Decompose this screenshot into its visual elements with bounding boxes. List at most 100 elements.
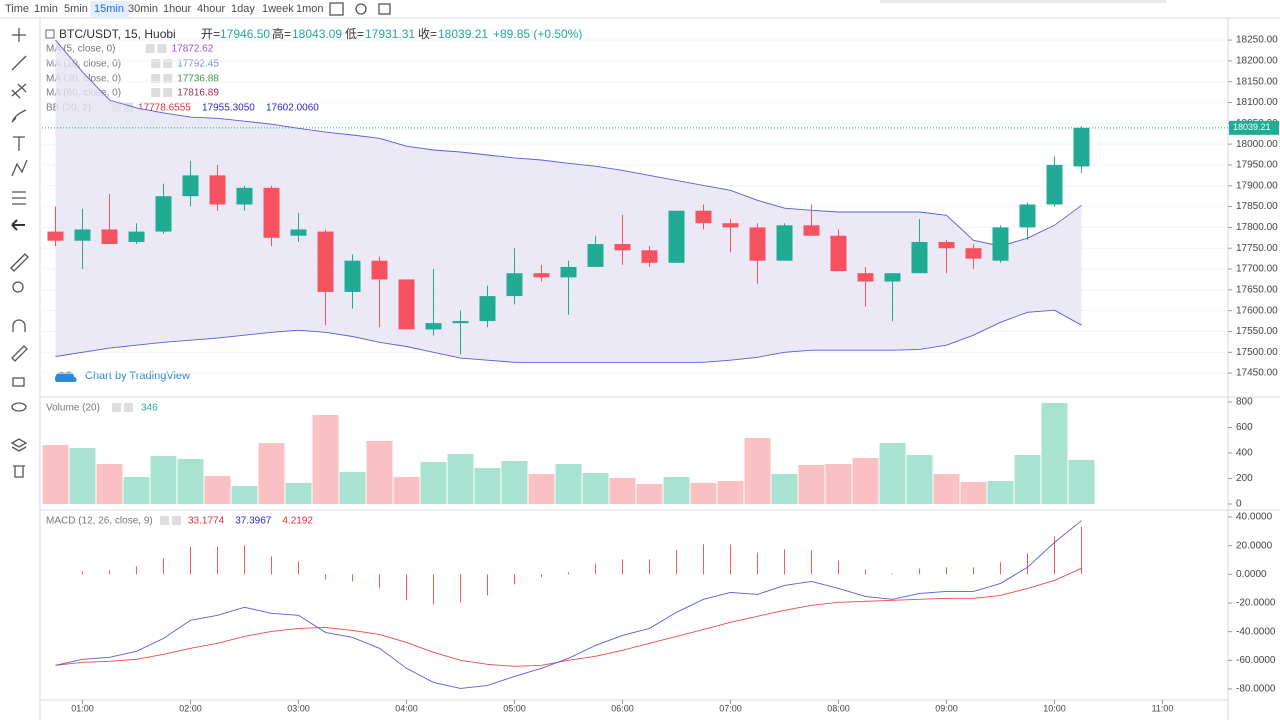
- x-tick-label: 05:00: [503, 703, 526, 713]
- y-tick-label: 18100.00: [1236, 97, 1278, 108]
- volume-bar: [258, 443, 285, 505]
- y-tick-label: 17950.00: [1236, 160, 1278, 171]
- lock-tool[interactable]: [12, 377, 25, 387]
- interval-button[interactable]: 1min: [34, 3, 58, 15]
- y-tick-label: 17600.00: [1236, 305, 1278, 316]
- indicator-close[interactable]: [163, 59, 173, 68]
- candle-body: [209, 175, 226, 205]
- collapse-icon[interactable]: [45, 29, 55, 39]
- indicator-close[interactable]: [157, 44, 167, 53]
- x-tick-label: 02:00: [179, 703, 202, 713]
- candle-body: [587, 244, 604, 267]
- ruler-tool[interactable]: [10, 253, 29, 272]
- text-tool[interactable]: [13, 136, 25, 151]
- last-price-label: 18039.21: [1233, 122, 1271, 132]
- active-interval: [90, 1, 130, 17]
- y-tick-label: 40.0000: [1236, 512, 1273, 523]
- indicator-value: 17872.62: [172, 44, 214, 55]
- interval-button[interactable]: 4hour: [197, 3, 225, 15]
- y-tick-label: -60.0000: [1236, 655, 1276, 666]
- interval-button[interactable]: 30min: [128, 3, 158, 15]
- x-tick-label: 01:00: [71, 703, 94, 713]
- volume-bar: [420, 462, 447, 505]
- candle-body: [776, 225, 793, 261]
- x-tick-label: 09:00: [935, 703, 958, 713]
- pattern-tool[interactable]: [11, 159, 28, 177]
- interval-button[interactable]: 1week: [262, 3, 294, 15]
- interval-button[interactable]: 5min: [64, 3, 88, 15]
- volume-bar: [744, 437, 771, 505]
- volume-bar: [501, 461, 528, 505]
- pane-close: [124, 403, 133, 412]
- indicator-name: MA (5, close, 0): [46, 44, 115, 55]
- zoom-tool[interactable]: [12, 281, 24, 293]
- interval-button[interactable]: 15min: [94, 3, 124, 15]
- candle-body: [182, 175, 199, 197]
- compare-icon[interactable]: [329, 2, 344, 16]
- delete-tool[interactable]: [13, 465, 25, 478]
- volume-value: 346: [141, 403, 158, 414]
- forecast-tool[interactable]: [12, 191, 26, 205]
- candle-body: [344, 260, 361, 292]
- brush-tool[interactable]: [11, 109, 27, 123]
- y-tick-label: 18250.00: [1236, 35, 1278, 46]
- volume-bar: [690, 482, 717, 505]
- volume-bar: [879, 443, 906, 505]
- interval-button[interactable]: 1hour: [163, 3, 191, 15]
- volume-bar: [69, 448, 96, 505]
- volume-bar: [42, 444, 69, 505]
- indicator-settings[interactable]: [151, 59, 161, 68]
- screenshot-icon[interactable]: [378, 3, 391, 15]
- indicator-settings[interactable]: [151, 88, 161, 97]
- volume-bar: [312, 414, 339, 505]
- volume-bar: [771, 474, 798, 505]
- y-tick-label: 18000.00: [1236, 139, 1278, 150]
- candle-body: [965, 248, 982, 259]
- last-price-tag: [1229, 120, 1279, 135]
- trendline-tool[interactable]: [11, 55, 27, 71]
- indicator-close[interactable]: [163, 74, 173, 83]
- indicator-value: 17602.0060: [266, 103, 319, 114]
- volume-bar: [582, 473, 609, 505]
- candle-body: [830, 235, 847, 272]
- candle-body: [452, 321, 469, 324]
- volume-bar: [528, 474, 555, 505]
- y-tick-label: 18150.00: [1236, 76, 1278, 87]
- layers-tool[interactable]: [10, 438, 28, 452]
- volume-bar: [231, 486, 258, 505]
- crosshair-tool[interactable]: [12, 28, 26, 42]
- candle-body: [749, 227, 766, 261]
- interval-button[interactable]: Time: [5, 3, 29, 15]
- candle-body: [992, 227, 1009, 261]
- candle-body: [722, 223, 739, 228]
- band-fill: [55, 40, 1082, 363]
- y-tick-label: 17500.00: [1236, 347, 1278, 358]
- fib-tool[interactable]: [11, 83, 27, 99]
- volume-bar: [285, 482, 312, 505]
- candle-body: [884, 273, 901, 282]
- band-lower: [55, 309, 1082, 363]
- volume-bar: [96, 463, 123, 505]
- y-tick-label: 17550.00: [1236, 326, 1278, 337]
- indicator-settings[interactable]: [145, 44, 155, 53]
- visibility-tool[interactable]: [11, 402, 27, 412]
- back-tool[interactable]: [11, 219, 25, 231]
- candle-body: [857, 273, 874, 282]
- pane-settings: [160, 516, 169, 525]
- x-tick-label: 07:00: [719, 703, 742, 713]
- interval-button[interactable]: 1day: [231, 3, 255, 15]
- settings-icon[interactable]: [355, 3, 367, 15]
- volume-bar: [825, 463, 852, 505]
- volume-bar: [636, 483, 663, 505]
- candle-body: [695, 210, 712, 224]
- pane-title: Volume (20): [46, 403, 100, 414]
- indicator-settings[interactable]: [151, 74, 161, 83]
- draw-mode-tool[interactable]: [11, 345, 28, 362]
- interval-button[interactable]: 1mon: [296, 3, 324, 15]
- magnet-tool[interactable]: [12, 319, 26, 332]
- watermark[interactable]: Chart by TradingView: [85, 370, 190, 382]
- y-tick-label: 400: [1236, 448, 1253, 459]
- volume-bar: [177, 458, 204, 505]
- indicator-close[interactable]: [163, 88, 173, 97]
